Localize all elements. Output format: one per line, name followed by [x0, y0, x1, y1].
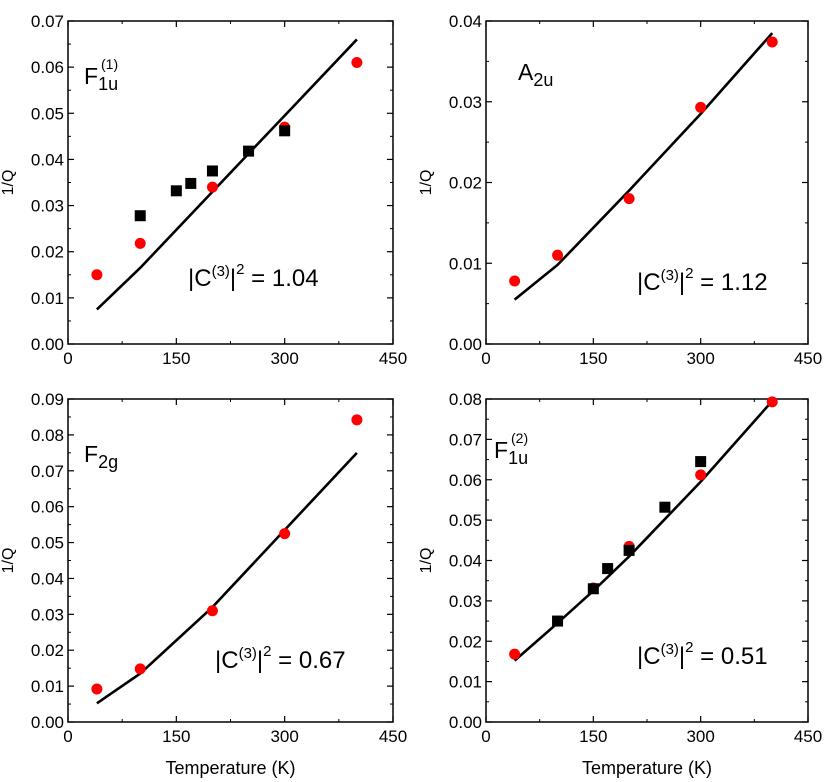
y-tick-label: 0.00: [31, 713, 64, 732]
x-tick-label: 300: [686, 349, 714, 368]
x-tick-label: 150: [162, 727, 190, 746]
y-axis-title: 1/Q: [418, 548, 435, 574]
red-circle-point: [134, 237, 146, 249]
panel-label: A2u: [518, 59, 553, 90]
black-square-point: [170, 185, 182, 197]
y-tick-label: 0.08: [31, 426, 64, 445]
black-square-point: [695, 456, 707, 468]
x-tick-label: 0: [481, 727, 490, 746]
black-square-point: [623, 544, 635, 556]
black-square-point: [243, 145, 255, 157]
y-tick-label: 0.04: [31, 150, 64, 169]
coupling-annotation: |C(3)|2 = 0.51: [637, 639, 768, 670]
y-tick-label: 0.02: [449, 632, 482, 651]
y-tick-label: 0.05: [31, 104, 64, 123]
red-circle-point: [766, 396, 778, 408]
y-tick-label: 0.00: [449, 713, 482, 732]
x-tick-label: 150: [162, 349, 190, 368]
coupling-annotation: |C(3)|2 = 0.67: [215, 643, 346, 674]
y-tick-label: 0.03: [449, 592, 482, 611]
y-tick-label: 0.02: [449, 174, 482, 193]
x-tick-label: 150: [579, 727, 607, 746]
y-tick-label: 0.08: [449, 390, 482, 409]
red-circle-point: [623, 193, 635, 205]
y-tick-label: 0.06: [31, 58, 64, 77]
y-tick-label: 0.01: [31, 677, 64, 696]
black-square-point: [602, 563, 614, 575]
black-square-point: [587, 583, 599, 595]
y-tick-label: 0.01: [449, 254, 482, 273]
y-tick-label: 0.07: [449, 430, 482, 449]
red-circle-point: [206, 181, 218, 193]
red-circle-point: [509, 648, 521, 660]
x-tick-label: 450: [794, 349, 822, 368]
x-tick-label: 0: [481, 349, 490, 368]
x-axis-title: Temperature (K): [165, 758, 295, 778]
x-axis-title: Temperature (K): [582, 758, 712, 778]
x-tick-label: 300: [686, 727, 714, 746]
red-circle-point: [91, 269, 103, 281]
y-tick-label: 0.04: [31, 569, 64, 588]
y-tick-label: 0.04: [449, 12, 482, 31]
black-square-point: [659, 501, 671, 513]
y-tick-label: 0.02: [31, 243, 64, 262]
y-tick-label: 0.05: [449, 511, 482, 530]
red-circle-point: [134, 663, 146, 675]
y-tick-label: 0.07: [31, 462, 64, 481]
y-tick-label: 0.02: [31, 641, 64, 660]
y-axis-title: 1/Q: [0, 170, 17, 196]
y-tick-label: 0.07: [31, 12, 64, 31]
black-square-point: [279, 125, 291, 137]
y-axis-title: 1/Q: [418, 170, 435, 196]
y-tick-label: 0.00: [449, 335, 482, 354]
y-tick-label: 0.04: [449, 552, 482, 571]
y-tick-label: 0.03: [31, 605, 64, 624]
y-tick-label: 0.06: [449, 471, 482, 490]
x-tick-label: 0: [63, 349, 72, 368]
y-axis-title: 1/Q: [0, 548, 17, 574]
red-circle-point: [91, 683, 103, 695]
y-tick-label: 0.03: [449, 93, 482, 112]
black-square-point: [206, 165, 218, 177]
coupling-annotation: |C(3)|2 = 1.04: [188, 261, 319, 292]
red-circle-point: [351, 57, 363, 69]
y-tick-label: 0.01: [449, 673, 482, 692]
panel-label: F1u(2): [494, 430, 528, 468]
x-tick-label: 450: [794, 727, 822, 746]
chart-panel-bottom-right: 0 150 300 450 0.00 0.01 0.02 0.03 0.04 0.05 0.06 0.…: [418, 390, 822, 778]
y-tick-label: 0.00: [31, 335, 64, 354]
red-circle-point: [206, 605, 218, 617]
x-tick-label: 300: [270, 349, 298, 368]
red-circle-point: [695, 469, 707, 481]
x-tick-label: 450: [379, 349, 407, 368]
x-tick-label: 450: [379, 727, 407, 746]
x-tick-label: 300: [270, 727, 298, 746]
coupling-annotation: |C(3)|2 = 1.12: [637, 265, 768, 296]
red-circle-point: [351, 414, 363, 426]
red-circle-point: [766, 36, 778, 48]
x-tick-label: 150: [579, 349, 607, 368]
y-tick-label: 0.09: [31, 390, 64, 409]
black-square-point: [134, 210, 146, 222]
y-tick-label: 0.03: [31, 197, 64, 216]
black-square-point: [185, 177, 197, 189]
red-circle-point: [509, 275, 521, 287]
red-circle-point: [695, 101, 707, 113]
chart-panel-bottom-left: 0 150 300 450 0.00 0.01 0.02 0.03 0.04 0.05 0.06 0.…: [0, 390, 407, 778]
red-circle-point: [279, 528, 291, 540]
x-tick-label: 0: [63, 727, 72, 746]
plot-frame: [485, 398, 809, 723]
y-tick-label: 0.05: [31, 534, 64, 553]
black-square-point: [552, 615, 564, 627]
red-circle-point: [552, 249, 564, 261]
fit-line: [513, 32, 774, 301]
chart-panel-top-left: 0 150 300 450 0.00 0.01 0.02 0.03 0.04 0.05 0.06 0.…: [0, 12, 407, 368]
chart-panel-top-right: 0 150 300 450 0.00 0.01 0.02 0.03 0.04 1/Q A2u |C(3…: [418, 12, 822, 368]
y-tick-label: 0.06: [31, 498, 64, 517]
y-tick-label: 0.01: [31, 289, 64, 308]
panel-label: F2g: [84, 441, 118, 472]
panel-label: F1u(1): [84, 56, 118, 94]
